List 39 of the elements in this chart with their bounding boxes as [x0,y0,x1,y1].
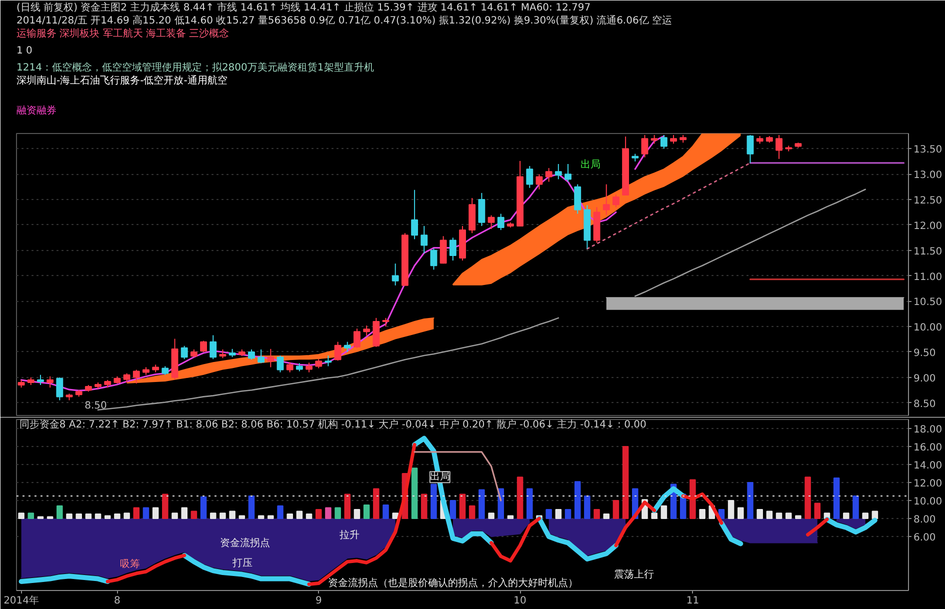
chart-subtitle: 2014/11/28/五 开14.69 高15.20 低14.60 收15.27 量563658 0.9亿 0.71亿 0.47(3.10%) 振1.32(0.92%) 换9.30%(量复权) 流通6.06亿 空运 [16,14,672,26]
y-tick-label: 13.00 [914,170,942,182]
annotation: 震荡上行 [614,568,654,581]
annotation: 拉升 [340,529,360,542]
y-tick-label: 13.50 [914,144,942,156]
y-tick-label: 16.00 [914,442,942,454]
y-tick-label: 14.00 [914,460,942,472]
text: 深圳南山-海上石油飞行服务-低空开放-通用航空 [16,74,228,86]
y-tick-label: 6.00 [914,532,936,544]
annotation: 出局 [430,470,450,483]
y-tick-label: 12.00 [914,220,942,232]
annotation: 资金流拐点（也是股价确认的拐点，介入的大好时机点） [328,576,578,589]
y-tick-label: 18.00 [914,424,942,436]
annotation: 吸筹 [120,558,140,570]
x-tick-label: 10 [514,596,526,606]
annotation: 打压 [231,557,252,569]
y-tick-label: 10.00 [914,496,942,508]
y-tick-label: 10.50 [914,297,942,308]
text: 1 0 [16,46,32,56]
x-tick-label: 8 [114,596,120,606]
chart-title: (日线 前复权) 资金主图2 主力成本线 8.44↑ 市线 14.61↑ 均线 14.41↑ 止损位 15.39↑ 进攻 14.61↑ 14.61↑ MA60: 12.797 [16,2,591,14]
text: 1214：低空概念，低空空域管理使用规定；拟2800万美元融资租赁1架型直升机 [16,62,374,74]
y-tick-label: 12.00 [914,478,942,490]
annotation: 8.50 [84,400,107,412]
annotation: 资金流拐点 [220,537,270,550]
y-tick-label: 8.00 [914,514,936,526]
annotation: 出局 [580,158,600,171]
x-tick-label: 11 [686,596,700,606]
x-tick-label: 9 [315,596,322,606]
y-tick-label: 11.00 [914,272,942,283]
text: 运输服务 深圳板块 军工航天 海工装备 三沙概念 [16,28,230,40]
y-tick-label: 9.00 [914,373,936,384]
y-tick-label: 9.50 [914,348,936,359]
y-tick-label: 8.50 [914,398,936,410]
x-tick-label: 2014年 [4,594,40,606]
y-tick-label: 12.50 [914,196,942,207]
text: 融资融券 [16,104,56,116]
y-tick-label: 10.00 [914,322,942,334]
y-tick-label: 11.50 [914,246,942,258]
